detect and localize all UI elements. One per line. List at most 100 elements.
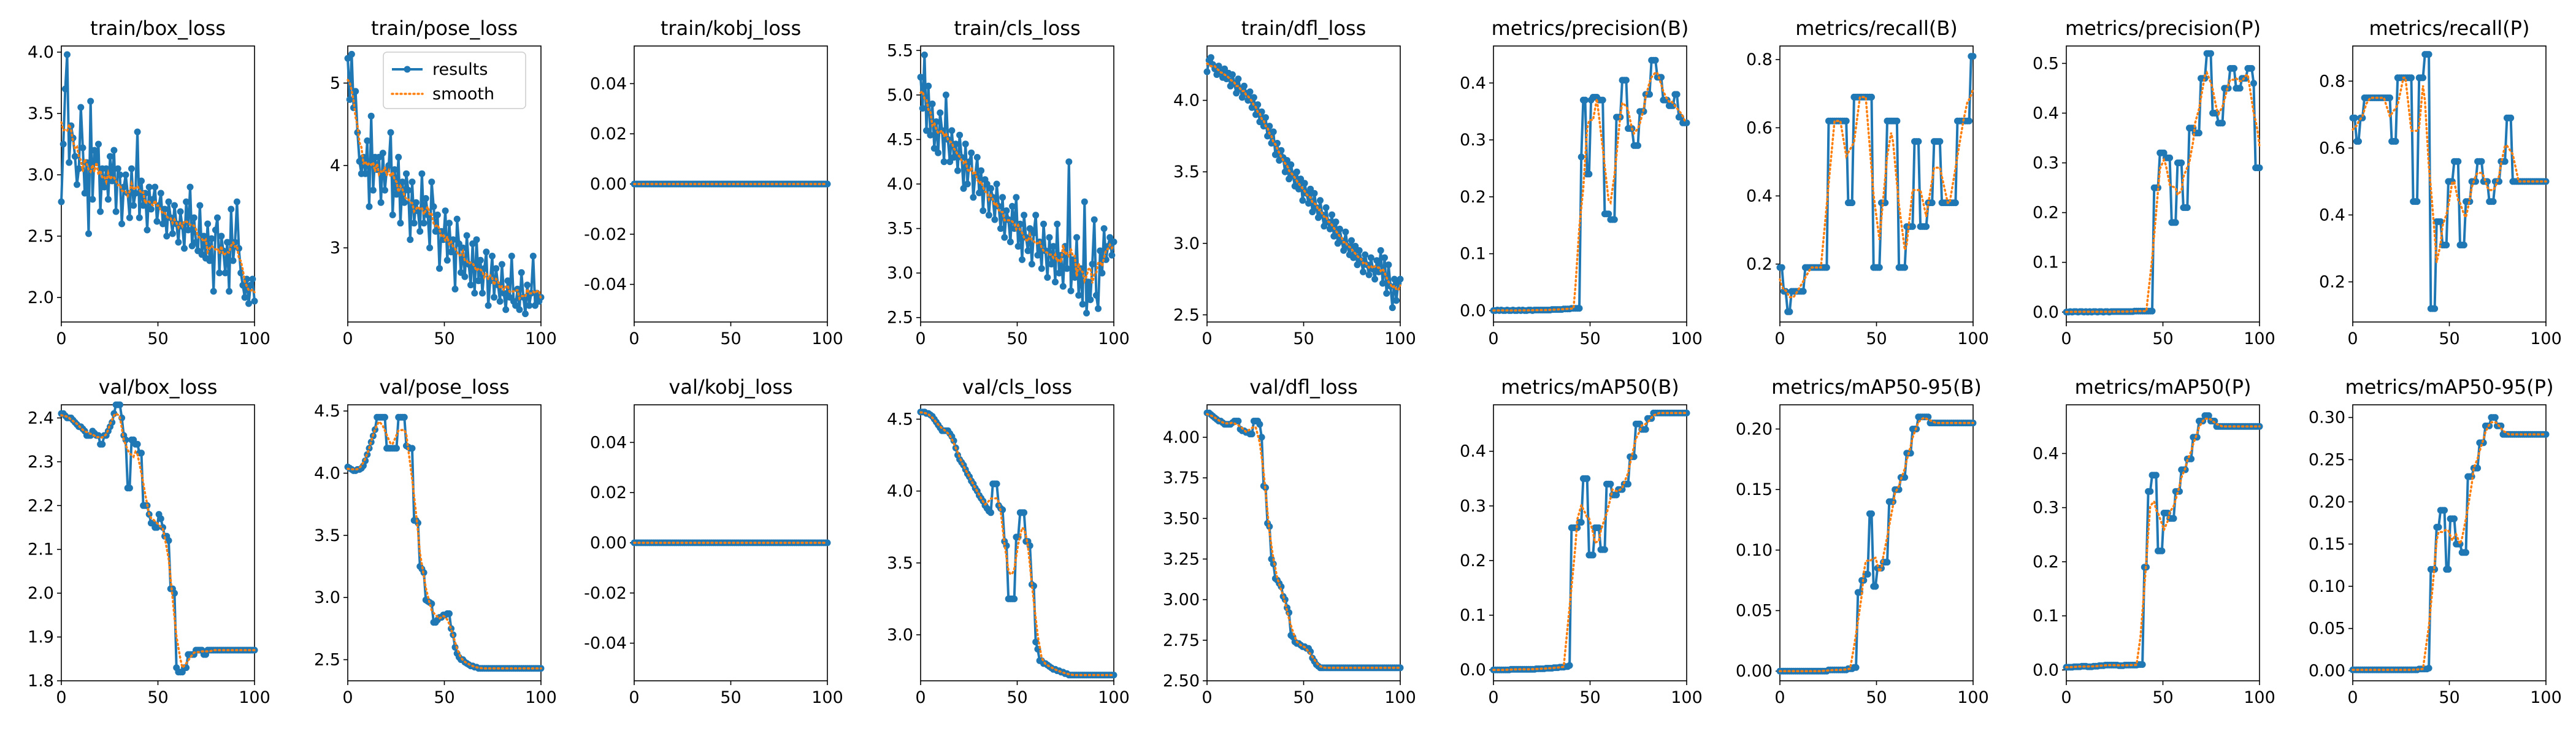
results-data-point <box>1646 91 1653 98</box>
results-data-point <box>393 445 400 452</box>
axes-frame <box>1206 404 1401 681</box>
subplot-metrics-precision-b: metrics/precision(B) 0.0 0.1 0.2 0.3 0.4 0 50 10… <box>1460 17 1703 348</box>
results-data-point <box>1397 275 1404 283</box>
y-tick-label: 3.50 <box>1163 509 1200 528</box>
results-data-point <box>2355 138 2362 145</box>
results-data-point <box>1352 242 1359 250</box>
results-data-point <box>1884 559 1891 566</box>
results-data-point <box>1034 251 1041 259</box>
x-tick-label: 50 <box>1579 329 1600 348</box>
y-tick-label: 0.10 <box>1736 541 1773 560</box>
results-data-point <box>1389 304 1396 312</box>
y-tick-label: 0.8 <box>2319 72 2345 91</box>
results-data-point <box>228 205 235 213</box>
results-data-point <box>2195 129 2202 137</box>
results-data-point <box>1097 247 1104 255</box>
y-tick-label: 4 <box>330 156 340 175</box>
results-data-point <box>61 85 69 93</box>
y-tick-label: 3.0 <box>314 588 340 607</box>
results-data-point <box>1011 595 1018 602</box>
results-data-point <box>229 257 237 264</box>
results-data-point <box>1599 96 1606 104</box>
results-data-point <box>985 212 992 219</box>
results-data-point <box>1040 220 1047 228</box>
results-data-point <box>526 302 533 309</box>
subplot-title: metrics/precision(P) <box>2065 17 2261 40</box>
results-data-point <box>1256 421 1263 428</box>
subplot-val-cls-loss: val/cls_loss 3.0 3.5 4.0 4.5 0 50 100 <box>887 375 1130 707</box>
results-data-point <box>1872 583 1879 590</box>
y-tick-label: 4.0 <box>887 175 913 194</box>
results-data-point <box>181 245 188 252</box>
y-tick-label: 0.6 <box>2319 139 2345 158</box>
results-data-point <box>1019 256 1025 263</box>
results-data-point <box>1203 68 1211 75</box>
results-data-point <box>381 186 388 194</box>
results-data-point <box>1299 197 1306 204</box>
results-data-point <box>239 282 247 289</box>
subplot-val-dfl-loss: val/dfl_loss 2.50 2.75 3.00 3.25 3.50 3.75 4.00… <box>1163 375 1416 707</box>
y-tick-label: 0.0 <box>2033 303 2059 322</box>
results-data-point <box>459 244 467 251</box>
y-tick-label: 0.3 <box>1460 497 1486 516</box>
y-tick-label: 2.5 <box>1173 305 1200 324</box>
results-data-point <box>1215 63 1222 70</box>
y-tick-label: 2.5 <box>887 309 913 328</box>
results-data-point <box>2431 305 2439 312</box>
results-data-point <box>1585 171 1593 178</box>
y-tick-label: 0.00 <box>2309 661 2345 680</box>
x-tick-label: 100 <box>525 688 557 707</box>
results-data-point <box>1923 223 1930 230</box>
x-tick-label: 50 <box>2152 329 2173 348</box>
x-tick-label: 0 <box>56 688 66 707</box>
y-tick-label: 3.25 <box>1163 550 1200 569</box>
results-data-point <box>2170 515 2177 522</box>
results-data-point <box>1083 310 1090 316</box>
results-data-point <box>379 150 386 157</box>
y-tick-label: -0.04 <box>584 634 627 653</box>
results-data-point <box>925 82 932 90</box>
y-tick-label: 0.4 <box>1746 186 1773 205</box>
results-data-point <box>397 220 404 227</box>
results-data-point <box>498 261 505 268</box>
results-data-point <box>171 202 178 209</box>
results-data-point <box>2158 547 2166 554</box>
results-data-point <box>1577 153 1585 161</box>
results-data-point <box>2435 524 2442 531</box>
results-data-point <box>1362 251 1369 258</box>
results-data-point <box>251 297 258 305</box>
results-data-point <box>117 401 123 408</box>
results-data-point <box>1052 278 1059 286</box>
results-data-point <box>1915 138 1922 145</box>
results-data-point <box>1340 247 1347 254</box>
results-series-line <box>1493 412 1687 672</box>
results-data-point <box>978 167 985 174</box>
results-data-point <box>1013 194 1020 201</box>
y-tick-label: 4.00 <box>1163 428 1200 447</box>
results-series-line <box>347 416 541 670</box>
results-data-point <box>1584 475 1591 482</box>
y-tick-label: 0.04 <box>590 74 627 93</box>
results-data-point <box>473 236 480 243</box>
results-data-point <box>467 282 474 289</box>
results-data-point <box>2392 138 2399 145</box>
results-data-point <box>1003 207 1010 214</box>
results-data-point <box>134 128 141 136</box>
results-data-point <box>74 181 80 188</box>
y-tick-label: 0.00 <box>590 534 627 553</box>
results-data-point <box>130 202 137 209</box>
results-data-point <box>446 220 453 227</box>
results-data-point <box>1079 301 1086 308</box>
results-data-point <box>401 199 408 206</box>
smooth-series-line <box>1492 412 1688 671</box>
results-data-point <box>1365 271 1373 278</box>
x-tick-label: 100 <box>1098 688 1130 707</box>
results-series-line <box>1780 415 1973 673</box>
x-tick-label: 50 <box>720 329 741 348</box>
results-data-point <box>214 214 221 221</box>
y-tick-label: 0.00 <box>1736 662 1773 681</box>
results-data-point <box>1233 90 1240 97</box>
x-tick-label: 100 <box>1384 329 1416 348</box>
results-data-point <box>1589 551 1597 559</box>
results-data-point <box>940 158 948 166</box>
